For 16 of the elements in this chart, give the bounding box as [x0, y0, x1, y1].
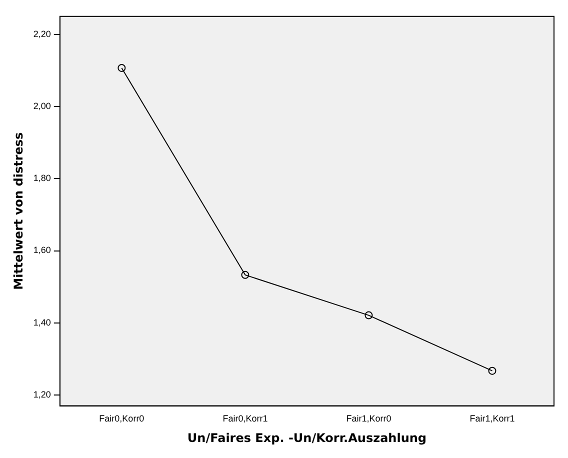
y-tick-label: 1,20 — [33, 389, 51, 400]
y-tick-label: 1,80 — [33, 173, 51, 184]
point — [118, 64, 126, 72]
point — [488, 366, 496, 375]
x-tick-label: Fair1,Korr0 — [346, 414, 392, 424]
x-tick-label: Fair1,Korr1 — [470, 414, 515, 424]
y-tick-label: 2,00 — [33, 101, 51, 112]
y-axis-title: Mittelwert von distress — [11, 132, 26, 290]
point — [241, 270, 250, 279]
x-axis-title: Un/Faires Exp. -Un/Korr.Auszahlung — [187, 430, 426, 445]
point — [364, 311, 373, 320]
y-tick-label: 2,20 — [33, 28, 51, 39]
x-tick-label: Fair0,Korr0 — [99, 414, 144, 424]
x-tick-label: Fair0,Korr1 — [222, 414, 268, 424]
y-tick-label: 1,40 — [33, 317, 51, 328]
y-tick-label: 1,60 — [33, 245, 51, 256]
